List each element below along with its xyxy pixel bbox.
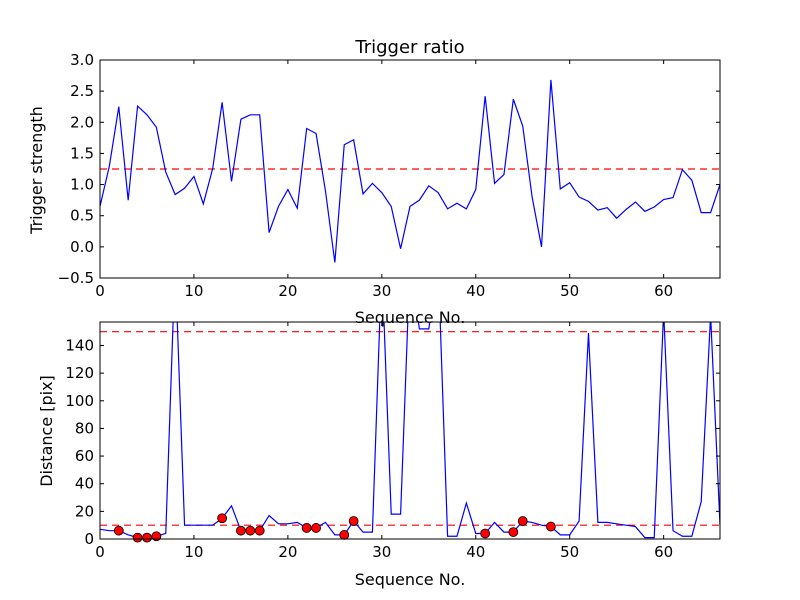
bottom-y-tick-label: 140 xyxy=(65,336,94,354)
top-y-tick-label: 0.5 xyxy=(70,207,94,225)
top-y-tick-label: 3.0 xyxy=(70,51,94,69)
bottom-marker-point xyxy=(339,529,350,540)
top-ticks: 0 10 20 30 40 50 60 −0.5 0.0 0.5 1.0 1.5 2.0 2.5 3.0 xyxy=(58,51,720,300)
bottom-y-tick-label: 20 xyxy=(75,502,94,520)
bottom-x-tick-label: 60 xyxy=(654,543,673,561)
top-chart-title: Trigger ratio xyxy=(354,37,464,58)
top-y-tick-label: 0.0 xyxy=(70,238,94,256)
top-y-tick-label: 2.5 xyxy=(70,82,94,100)
bottom-y-tick-label: 0 xyxy=(84,530,94,548)
bottom-marker-point xyxy=(113,525,124,536)
bottom-y-tick-label: 40 xyxy=(75,475,94,493)
top-x-tick-label: 30 xyxy=(372,282,391,300)
bottom-series-line xyxy=(100,322,720,539)
bottom-ticks: 0 10 20 30 40 50 60 0 20 40 60 80 100 120 140 xyxy=(65,322,720,561)
top-y-axis-label: Trigger strength xyxy=(27,106,46,235)
bottom-y-tick-label: 60 xyxy=(75,447,94,465)
bottom-y-tick-label: 100 xyxy=(65,392,94,410)
top-x-tick-label: 40 xyxy=(466,282,485,300)
top-y-tick-label: 1.0 xyxy=(70,176,94,194)
bottom-marker-point xyxy=(142,532,152,543)
bottom-x-tick-label: 10 xyxy=(184,543,203,561)
top-axes-frame xyxy=(99,59,721,279)
top-x-tick-label: 10 xyxy=(184,282,203,300)
bottom-x-tick-label: 30 xyxy=(372,543,391,561)
bottom-markers xyxy=(113,513,556,543)
top-x-axis-label: Sequence No. xyxy=(355,308,466,327)
bottom-marker-point xyxy=(301,523,312,533)
top-x-tick-label: 0 xyxy=(95,282,105,300)
bottom-marker-point xyxy=(508,527,519,537)
bottom-axes-frame xyxy=(99,321,721,540)
top-x-tick-label: 60 xyxy=(654,282,673,300)
top-x-tick-label: 20 xyxy=(278,282,297,300)
bottom-x-tick-label: 40 xyxy=(466,543,485,561)
bottom-x-tick-label: 50 xyxy=(560,543,579,561)
bottom-marker-point xyxy=(311,523,321,533)
bottom-chart: 0 10 20 30 40 50 60 0 20 40 60 80 100 120 140 Sequence… xyxy=(37,321,721,589)
bottom-x-axis-label: Sequence No. xyxy=(355,570,466,589)
top-y-tick-label: 1.5 xyxy=(70,144,94,162)
bottom-marker-point xyxy=(217,513,228,524)
bottom-marker-point xyxy=(517,516,528,526)
bottom-marker-point xyxy=(132,532,143,543)
bottom-y-tick-label: 120 xyxy=(65,364,94,382)
bottom-x-tick-label: 20 xyxy=(278,543,297,561)
top-x-tick-label: 50 xyxy=(560,282,579,300)
bottom-marker-point xyxy=(254,525,265,536)
bottom-marker-point xyxy=(236,525,246,536)
bottom-marker-point xyxy=(151,531,162,542)
top-chart: Trigger ratio 0 10 20 30 40 50 60 −0.5 0.0 0.5 1.0… xyxy=(27,37,721,327)
bottom-x-tick-label: 0 xyxy=(95,543,105,561)
bottom-marker-point xyxy=(245,525,256,536)
top-series-line xyxy=(100,79,720,263)
top-y-tick-label: 2.0 xyxy=(70,113,94,131)
bottom-y-tick-label: 80 xyxy=(75,419,94,437)
bottom-marker-point xyxy=(348,516,359,526)
bottom-marker-point xyxy=(480,528,491,539)
bottom-y-axis-label: Distance [pix] xyxy=(37,375,56,487)
bottom-marker-point xyxy=(546,521,556,532)
top-y-tick-label: −0.5 xyxy=(58,269,94,287)
